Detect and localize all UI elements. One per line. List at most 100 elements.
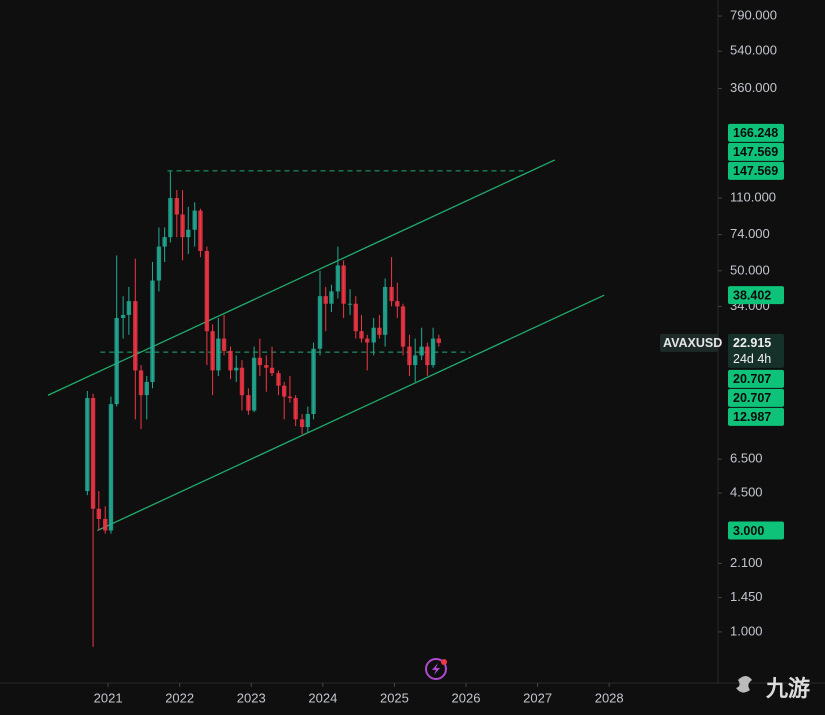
price-label-box <box>728 123 784 142</box>
candle-body <box>186 229 191 238</box>
candle-body <box>210 331 215 371</box>
candle-body <box>382 286 388 335</box>
candle-body <box>305 413 311 428</box>
candle-body <box>150 280 155 382</box>
price-label-box <box>728 142 784 161</box>
candle-body <box>412 355 418 366</box>
candle-body <box>371 327 376 343</box>
candle-body <box>311 348 316 414</box>
candle-body <box>257 357 263 366</box>
trend-line <box>97 294 605 532</box>
candle-body <box>120 314 126 318</box>
x-tick-label: 2026 <box>452 690 481 705</box>
candle-body <box>234 367 239 371</box>
candle-body <box>168 198 173 238</box>
candle-body <box>377 327 382 335</box>
candle-body <box>251 357 257 411</box>
last-price-box <box>728 333 784 368</box>
candle-body <box>216 338 221 371</box>
candle-body <box>228 350 233 371</box>
price-label-box <box>728 407 784 426</box>
watermark-logo <box>736 676 752 693</box>
candle-body <box>287 396 293 399</box>
y-tick-label: 6.500 <box>730 451 763 466</box>
candle-body <box>425 346 430 366</box>
candle-body <box>353 303 358 332</box>
candle-body <box>299 419 305 428</box>
candle-body <box>395 301 400 307</box>
candle-body <box>180 214 185 238</box>
candle-body <box>126 301 132 315</box>
price-label-box <box>728 369 784 388</box>
price-label: 12.987 <box>733 410 771 424</box>
candle-body <box>281 385 287 397</box>
candle-body <box>162 237 167 247</box>
candle-body <box>90 398 96 509</box>
candle-body <box>85 398 90 492</box>
candle-body <box>246 395 251 411</box>
candle-body <box>144 381 149 396</box>
watermark: 九游 <box>765 676 810 701</box>
y-tick-label: 540.000 <box>730 43 777 58</box>
candle-body <box>204 250 210 332</box>
price-label: 20.707 <box>733 372 771 386</box>
y-tick-label: 110.000 <box>730 189 776 204</box>
candle-body <box>400 306 406 347</box>
candle-body <box>359 331 364 339</box>
y-tick-label: 4.500 <box>730 485 763 500</box>
price-label: 3.000 <box>733 524 764 538</box>
candle-body <box>138 370 144 396</box>
candle-body <box>276 373 281 386</box>
x-tick-label: 2022 <box>165 690 194 705</box>
y-tick-label: 2.100 <box>730 555 763 570</box>
candle-body <box>419 346 424 356</box>
candle-body <box>389 286 394 302</box>
candle-body <box>365 338 370 343</box>
price-label: 147.569 <box>733 145 778 159</box>
candle-body <box>221 338 227 351</box>
x-tick-label: 2028 <box>595 690 624 705</box>
candle-body <box>198 210 203 251</box>
candle-body <box>114 317 119 405</box>
candle-body <box>239 367 245 396</box>
candle-body <box>335 265 341 292</box>
countdown-label: 24d 4h <box>733 352 771 366</box>
candle-body <box>96 508 101 519</box>
x-tick-label: 2024 <box>308 690 337 705</box>
candle-body <box>317 296 323 349</box>
symbol-box <box>660 333 718 352</box>
price-label: 166.248 <box>733 126 778 140</box>
candle-body <box>323 296 328 304</box>
y-tick-label: 74.000 <box>730 226 770 241</box>
price-label-box <box>728 286 784 305</box>
last-price-label: 22.915 <box>733 336 771 350</box>
candle-body <box>347 303 353 305</box>
price-label: 147.569 <box>733 164 778 178</box>
candle-body <box>174 198 180 215</box>
candle-body <box>407 346 412 366</box>
price-label: 20.707 <box>733 391 771 405</box>
candle-body <box>192 210 197 230</box>
y-tick-label: 790.000 <box>730 7 777 22</box>
symbol-label: AVAXUSD <box>663 336 722 350</box>
candle-body <box>436 338 442 343</box>
candle-body <box>341 265 346 304</box>
price-label-box <box>728 161 784 180</box>
candle-body <box>293 398 298 420</box>
price-label-box <box>728 521 784 540</box>
trend-line <box>47 159 556 396</box>
y-tick-label: 50.000 <box>730 262 770 277</box>
candle-body <box>156 246 162 281</box>
candle-body <box>133 301 138 371</box>
x-tick-label: 2021 <box>94 690 123 705</box>
candle-body <box>103 518 108 531</box>
x-tick-label: 2025 <box>380 690 409 705</box>
candle-body <box>269 367 275 374</box>
candle-body <box>329 291 334 304</box>
x-tick-label: 2027 <box>523 690 552 705</box>
lightning-icon[interactable] <box>425 658 447 680</box>
axis-labels: 790.000 540.000 360.000 110.000 74.000 50.000… <box>94 7 784 705</box>
